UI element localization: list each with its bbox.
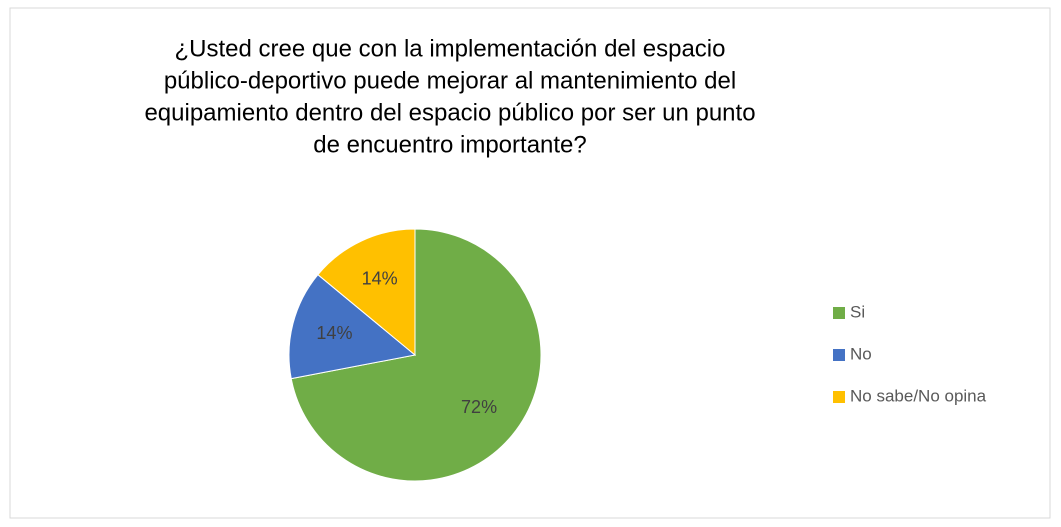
- legend-swatch: [833, 307, 845, 319]
- legend-swatch: [833, 349, 845, 361]
- legend-label: No sabe/No opina: [850, 386, 987, 405]
- chart-title: equipamiento dentro del espacio público …: [144, 99, 755, 126]
- legend-label: No: [850, 344, 872, 363]
- chart-title: público-deportivo puede mejorar al mante…: [164, 67, 736, 94]
- chart-title: de encuentro importante?: [313, 131, 587, 158]
- pie-slice: [317, 228, 416, 357]
- pie-slice: [288, 273, 417, 380]
- data-label: 14%: [362, 269, 398, 289]
- data-label: 14%: [316, 323, 352, 343]
- pie-slice: [290, 228, 542, 482]
- legend-label: Si: [850, 302, 865, 321]
- chart-border: [9, 7, 1051, 519]
- chart-title: ¿Usted cree que con la implementación de…: [175, 35, 726, 62]
- legend-swatch: [833, 391, 845, 403]
- data-label: 72%: [461, 397, 497, 417]
